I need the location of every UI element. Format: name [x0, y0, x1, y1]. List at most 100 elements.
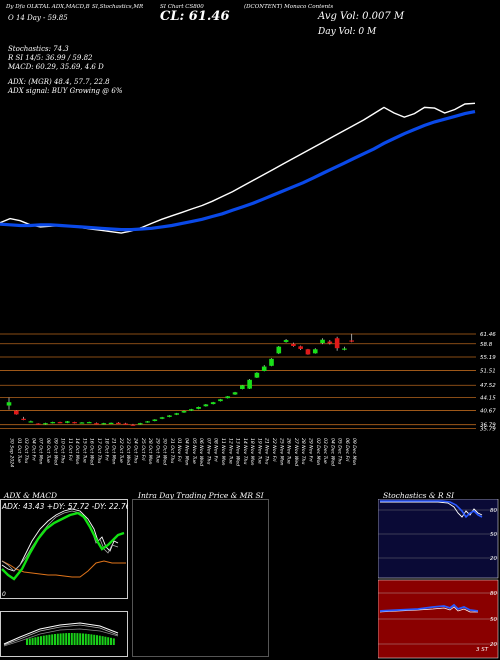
date-tick-label: 28 Nov Thu [300, 438, 306, 464]
candle-body [261, 366, 267, 371]
candle-body [225, 396, 231, 399]
macd-bar [65, 633, 68, 645]
intraday-panel [132, 499, 269, 657]
date-tick-label: 14 Oct Mon [74, 438, 80, 464]
macd-bar [28, 638, 31, 645]
date-tick-label: 21 Oct Mon [111, 438, 117, 464]
date-tick-label: 05 Nov Tue [191, 438, 197, 464]
macd-histogram [26, 633, 115, 645]
macd-bar [76, 633, 79, 645]
macd-bar [42, 635, 45, 645]
date-tick-label: 07 Oct Mon [38, 438, 44, 464]
date-tick-label: 25 Nov Mon [278, 438, 284, 466]
candle-body [43, 423, 48, 425]
macd-bar [45, 635, 48, 645]
date-tick-label: 04 Oct Fri [30, 438, 36, 461]
date-tick-label: 14 Nov Thu [242, 438, 248, 464]
date-tick-label: 30 Oct Wed [162, 438, 168, 465]
macd-bar [101, 636, 104, 645]
macd-bar [31, 637, 34, 645]
candle-body [334, 338, 340, 349]
date-tick-label: 09 Oct Wed [52, 438, 58, 465]
date-tick-label: 19 Nov Tue [256, 438, 262, 464]
price-tick-label: 58.8 [480, 342, 493, 348]
header-avg-volume: Avg Vol: 0.007 M [318, 11, 405, 22]
macd-bar [82, 633, 84, 645]
macd-readout: MACD: 60.29, 35.69, 4.6 D [8, 63, 104, 71]
macd-bar [93, 634, 96, 645]
adx-panel-title: ADX & MACD [4, 491, 58, 500]
macd-bar [79, 633, 82, 645]
date-tick-label: 08 Nov Fri [213, 438, 219, 462]
stoch-tick-80: 80 [490, 508, 497, 514]
candle-body [232, 392, 238, 395]
date-tick-label: 01 Oct Tue [16, 438, 22, 463]
candle-body [327, 341, 333, 344]
price-tick-label: 51.51 [480, 369, 496, 375]
header-chart-id: SI Chart CS800 [160, 4, 204, 10]
candle-body [291, 343, 296, 346]
candle-body [181, 411, 187, 413]
rsi-st-label: 3 ST [476, 647, 489, 653]
macd-bar [62, 633, 65, 645]
date-tick-label: 29 Nov Fri [308, 438, 314, 462]
candle-body [28, 421, 34, 423]
adx-frame [0, 499, 128, 599]
date-tick-label: 11 Oct Fri [67, 438, 73, 461]
macd-line [3, 622, 119, 645]
candle-body [6, 402, 12, 406]
macd-bar [110, 637, 112, 645]
candle-body [116, 422, 121, 425]
candle-body [72, 422, 77, 424]
candle-body [305, 349, 311, 355]
macd-bar [107, 637, 110, 645]
candle-body [312, 349, 318, 354]
candle-body [188, 409, 194, 411]
header-open-label: O 14 Day - 59.85 [8, 14, 68, 22]
price-tick-label: 44.15 [480, 396, 496, 402]
rsi-blue-line [379, 603, 479, 612]
header-indicators: SI,Stochastics,MR [92, 4, 144, 10]
candle-body [196, 407, 201, 409]
date-tick-label: 13 Nov Wed [235, 438, 241, 466]
trend-line-blue [0, 110, 476, 232]
macd-bar [104, 636, 107, 645]
date-tick-label: 15 Oct Tue [81, 438, 87, 463]
candle-body [123, 423, 128, 425]
macd-frame [0, 611, 128, 657]
candle-body [283, 340, 289, 342]
date-tick-label: 17 Oct Thu [96, 438, 102, 463]
candle-body [86, 422, 92, 424]
candle-body [108, 422, 114, 425]
date-tick-label: 06 Nov Wed [198, 438, 204, 466]
candle-body [210, 402, 216, 405]
macd-bar [70, 633, 73, 645]
price-tick-label: 47.52 [480, 383, 496, 389]
candle-body [247, 379, 252, 389]
date-tick-label: 05 Dec Thu [337, 438, 343, 464]
price-tick-label: 35.79 [480, 426, 496, 432]
date-tick-label: 27 Nov Wed [293, 438, 299, 466]
candle-body [137, 423, 143, 425]
candle-body [254, 372, 260, 378]
candle-body [94, 423, 99, 425]
macd-bar [56, 633, 59, 645]
date-tick-label: 04 Dec Wed [329, 438, 335, 466]
header-day-volume: Day Vol: 0 M [318, 27, 377, 37]
candle-body [174, 413, 180, 415]
date-tick-label: 31 Oct Thu [169, 438, 175, 463]
candle-body [79, 422, 85, 424]
candle-body [65, 421, 70, 423]
candle-body [269, 358, 274, 366]
candle-body [167, 415, 172, 417]
adx-zero-tick: 0 [2, 591, 6, 598]
price-tick-label: 61.46 [480, 332, 496, 338]
macd-bar [68, 633, 70, 645]
stochastics-readout: Stochastics: 74.3 [8, 45, 69, 53]
stochastics-frame [378, 499, 499, 579]
candle-body [320, 339, 325, 344]
macd-bar [96, 635, 98, 645]
macd-bar [37, 636, 40, 645]
candle-body [21, 418, 26, 420]
date-tick-label: 25 Oct Fri [140, 438, 146, 461]
